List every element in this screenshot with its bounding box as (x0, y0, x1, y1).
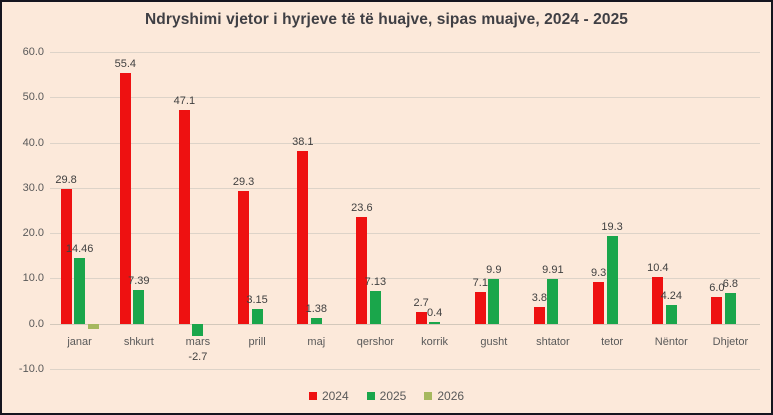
legend-label-2024: 2024 (321, 389, 349, 403)
y-axis-tick-label: 20.0 (22, 227, 44, 240)
bar-2025-prill (251, 309, 263, 324)
gridline--10.0 (50, 369, 760, 370)
data-label-2025-tetor: 19.3 (601, 221, 623, 234)
bar-2025-korrik (429, 321, 441, 324)
legend-swatch-2025 (366, 392, 375, 400)
x-axis-label-qershor: qershor (356, 336, 395, 348)
gridline-20.0 (50, 233, 760, 235)
bar-2024-Dhjetor (711, 296, 723, 324)
x-axis-label-maj: maj (307, 336, 326, 348)
data-label-2024-shtator: 3.8 (531, 291, 548, 304)
x-axis-label-Nëntor: Nëntor (654, 336, 688, 348)
gridline-50.0 (50, 97, 760, 99)
gridline-40.0 (50, 142, 760, 144)
bar-2025-janar (74, 258, 86, 324)
legend-label-2026: 2026 (437, 389, 465, 403)
data-label-2025-prill: 3.15 (246, 294, 268, 307)
x-axis-label-gusht: gusht (480, 336, 508, 348)
data-label-2024-prill: 29.3 (232, 176, 255, 188)
data-label-2024-shkurt: 55.4 (114, 57, 137, 70)
bar-2025-shtator (547, 278, 559, 324)
bar-2025-mars (192, 323, 204, 336)
x-axis-label-Dhjetor: Dhjetor (712, 336, 749, 348)
y-axis-tick-label: 0.0 (28, 317, 44, 330)
x-axis-label-shkurt: shkurt (123, 336, 154, 348)
bar-2026-janar (87, 323, 99, 330)
legend-item-2024: 2024 (308, 389, 349, 403)
y-axis-tick-label: 30.0 (22, 181, 44, 194)
y-axis-tick-label: 10.0 (22, 272, 44, 285)
bar-2024-tetor (593, 281, 605, 324)
data-label-2025-mars: -2.7 (188, 350, 208, 363)
legend-item-2026: 2026 (424, 389, 464, 403)
data-label-2024-korrik: 2.7 (413, 296, 429, 309)
x-axis-label-mars: mars (185, 336, 211, 348)
gridline-30.0 (50, 187, 760, 189)
data-label-2025-gusht: 9.9 (486, 263, 502, 276)
bar-2025-maj (310, 317, 322, 324)
legend-item-2025: 2025 (366, 389, 407, 403)
y-axis-tick-label: 50.0 (22, 91, 44, 104)
legend-swatch-2024 (308, 392, 317, 400)
data-label-2024-maj: 38.1 (292, 136, 314, 149)
data-label-2025-qershor: 7.13 (364, 276, 387, 289)
y-axis-tick-label: 60.0 (22, 46, 44, 58)
data-label-2025-maj: 1.38 (305, 302, 328, 315)
data-label-2025-korrik: 0.4 (426, 306, 443, 319)
bar-2024-mars (178, 110, 190, 324)
bar-2025-gusht (488, 278, 500, 324)
data-label-2024-mars: 47.1 (173, 95, 196, 108)
data-label-2025-shkurt: 7.39 (128, 275, 150, 288)
gridline-10.0 (50, 278, 760, 280)
x-axis-label-prill: prill (248, 336, 266, 348)
data-label-2025-Dhjetor: 6.8 (722, 277, 739, 290)
bar-2025-tetor (606, 236, 618, 324)
bar-2025-qershor (369, 291, 381, 324)
bar-2024-shkurt (119, 72, 131, 324)
y-axis-tick-label: 40.0 (22, 136, 44, 149)
bar-2024-korrik (415, 311, 427, 324)
bar-2024-Nëntor (652, 276, 664, 324)
bar-2025-shkurt (133, 290, 145, 324)
data-label-2024-tetor: 9.3 (590, 266, 607, 279)
bar-2024-prill (238, 191, 250, 324)
bar-2025-Dhjetor (724, 292, 736, 324)
bar-2024-gusht (474, 291, 486, 324)
bar-2024-maj (297, 151, 309, 324)
data-label-2024-Dhjetor: 6.0 (709, 281, 725, 294)
x-axis-label-janar: janar (67, 336, 92, 348)
data-label-2025-Nëntor: 4.24 (660, 289, 683, 302)
gridline-60.0 (50, 52, 760, 53)
data-label-2024-Nëntor: 10.4 (647, 261, 669, 274)
bar-2024-qershor (356, 216, 368, 324)
bar-2024-janar (60, 188, 72, 324)
legend: 2024 2025 2026 (2, 389, 771, 403)
y-axis-tick-label: -10.0 (18, 363, 44, 375)
data-label-2024-gusht: 7.1 (472, 276, 488, 289)
data-label-2024-janar: 29.8 (55, 173, 77, 186)
chart-title: Ndryshimi vjetor i hyrjeve të të huajve,… (144, 11, 629, 28)
data-label-2024-qershor: 23.6 (351, 201, 373, 214)
gridline-0.0 (50, 323, 760, 325)
x-axis-label-korrik: korrik (421, 336, 449, 348)
data-label-2025-shtator: 9.91 (542, 263, 564, 276)
legend-swatch-2026 (424, 392, 433, 400)
x-axis-label-tetor: tetor (601, 336, 624, 348)
data-label-2025-janar: 14.46 (65, 243, 94, 256)
legend-label-2025: 2025 (379, 389, 407, 403)
x-axis-label-shtator: shtator (536, 336, 570, 348)
bar-2024-shtator (533, 306, 545, 324)
bar-2025-Nëntor (665, 304, 677, 324)
